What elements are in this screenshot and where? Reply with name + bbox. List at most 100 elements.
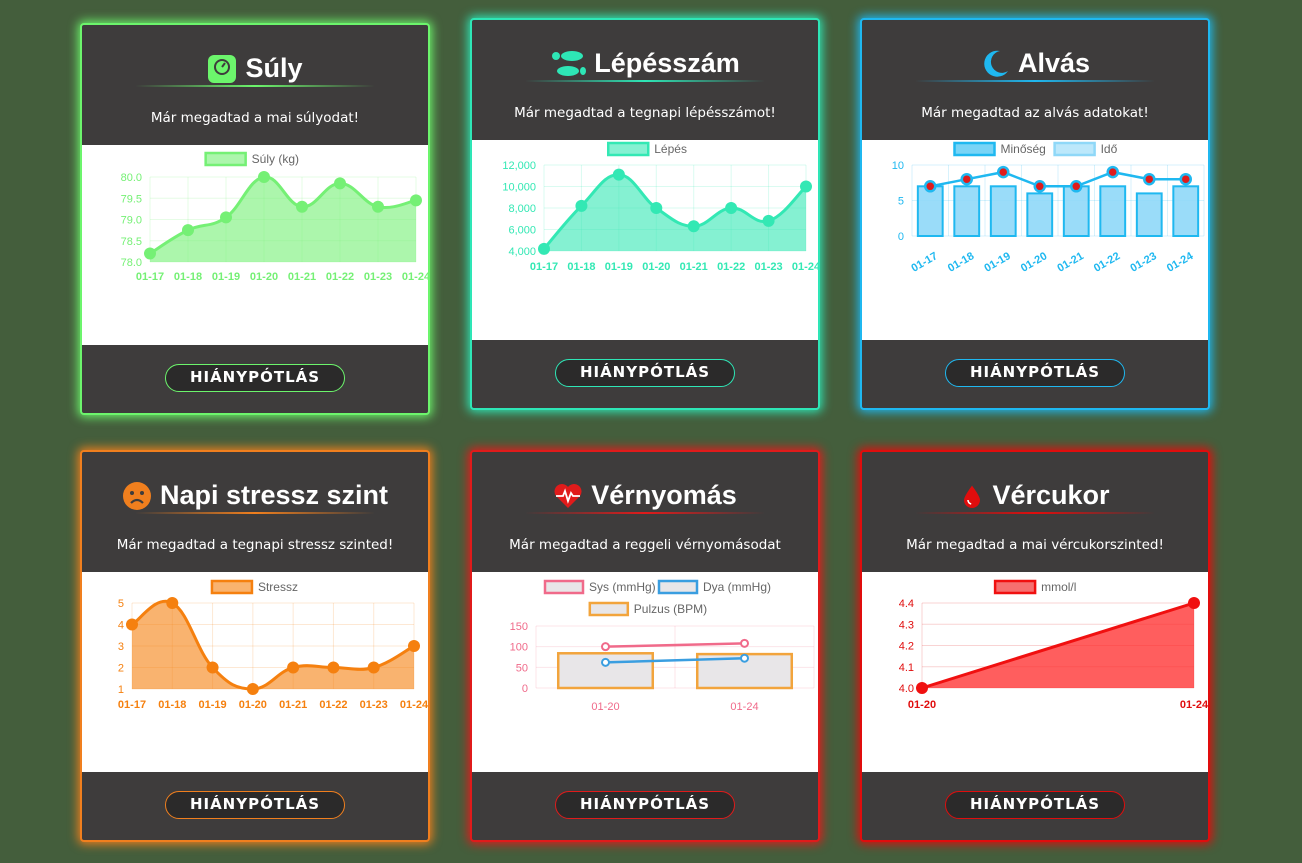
fill-in-button[interactable]: HIÁNYPÓTLÁS: [945, 791, 1125, 819]
y-tick-label: 79.0: [121, 215, 142, 227]
legend-swatch: [993, 579, 1037, 595]
title-underline: [525, 80, 765, 82]
sleep-chart-svg: 10 5 0 01-17 01-18 01-19 01-20 01-21 01-22 01-23 0…: [892, 141, 1205, 275]
card-footer: HIÁNYPÓTLÁS: [862, 772, 1208, 840]
x-tick-label: 01-20: [591, 701, 619, 713]
weight-chart-svg: 80.0 79.5 79.0 78.5 78.0 01-17 01-18 01-19 01-20…: [121, 151, 428, 283]
x-tick-label: 01-23: [364, 271, 392, 283]
x-tick-label: 01-17: [136, 271, 164, 283]
data-point: [258, 171, 270, 183]
bar-id-: [916, 185, 944, 237]
y-tick-label: 78.0: [121, 257, 142, 269]
y-tick-label: 150: [510, 621, 528, 633]
data-point: [367, 661, 380, 674]
sad-face-icon: [122, 481, 151, 510]
data-point: [372, 200, 384, 213]
status-message: Már megadtad a tegnapi lépésszámot!: [514, 105, 776, 121]
data-point: [800, 180, 812, 193]
y-tick-label: 4.0: [899, 683, 914, 695]
bloodpressure-card: Vérnyomás Már megadtad a reggeli vérnyom…: [470, 450, 820, 842]
x-tick-label: 01-22: [319, 699, 347, 711]
data-point: [1179, 172, 1192, 186]
bloodsugar-card: Vércukor Már megadtad a mai vércukorszin…: [860, 450, 1210, 842]
card-title: Súly: [245, 53, 303, 83]
legend-swatch: [657, 579, 699, 595]
legend-swatch: [1053, 141, 1096, 157]
legend-label: Sys (mmHg): [589, 580, 656, 594]
data-point: [1106, 165, 1119, 179]
steps-card: Lépésszám Már megadtad a tegnapi lépéssz…: [470, 18, 820, 410]
legend-swatch: [607, 141, 650, 157]
status-message: Már megadtad a mai súlyodat!: [150, 110, 360, 126]
y-tick-label: 79.5: [121, 193, 142, 205]
data-point: [1070, 180, 1083, 193]
series-line: [921, 601, 1195, 690]
area-fill: [150, 176, 416, 262]
title-underline: [525, 512, 765, 514]
y-tick-label: 5: [898, 196, 904, 208]
data-point: [924, 180, 937, 193]
x-tick-label: 01-19: [212, 271, 240, 283]
fill-in-button[interactable]: HIÁNYPÓTLÁS: [555, 791, 735, 819]
card-footer: HIÁNYPÓTLÁS: [472, 772, 818, 840]
y-tick-label: 0: [898, 231, 904, 243]
x-tick-label: 01-21: [279, 699, 307, 711]
fill-in-button[interactable]: HIÁNYPÓTLÁS: [165, 364, 345, 392]
legend-label: Idő: [1101, 142, 1118, 156]
legend-label: Lépés: [654, 142, 687, 156]
bar-id-: [1099, 185, 1127, 237]
fill-in-button[interactable]: HIÁNYPÓTLÁS: [555, 359, 735, 387]
data-point: [182, 224, 194, 237]
x-tick-label: 01-18: [158, 699, 186, 711]
y-tick-label: 1: [118, 684, 124, 696]
x-tick-label: 01-19: [199, 699, 227, 711]
x-tick-label: 01-24: [1165, 250, 1196, 275]
bar-id-: [1135, 192, 1163, 237]
x-tick-label: 01-20: [250, 271, 278, 283]
x-tick-label: 01-23: [755, 261, 783, 273]
card-footer: HIÁNYPÓTLÁS: [472, 340, 818, 408]
x-tick-label: 01-24: [1180, 699, 1209, 711]
weight-chart: 80.0 79.5 79.0 78.5 78.0 01-17 01-18 01-19 01-20…: [82, 145, 428, 345]
data-point: [327, 661, 340, 674]
data-point: [725, 202, 738, 214]
weight-card: Súly Már megadtad a mai súlyodat! 80.0 79…: [80, 23, 430, 415]
bar-id-: [1172, 185, 1200, 237]
area-fill: [544, 174, 806, 251]
series-line: [605, 642, 745, 648]
data-point: [334, 177, 346, 190]
blood-drop-icon: [964, 485, 981, 508]
y-tick-label: 10,000: [502, 182, 536, 194]
card-title: Lépésszám: [594, 48, 740, 78]
card-title: Alvás: [1017, 48, 1091, 78]
bloodsugar-chart: 4.4 4.3 4.2 4.1 4.0 01-20 01-24 mmol/l: [862, 572, 1208, 772]
legend-label: Minőség: [1001, 142, 1046, 156]
card-title: Vércukor: [992, 480, 1110, 510]
x-tick-label: 01-18: [174, 271, 202, 283]
steps-chart-svg: 12,000 10,000 8,000 6,000 4,000 01-17 01-18 01-…: [502, 141, 820, 273]
fill-in-button[interactable]: HIÁNYPÓTLÁS: [165, 791, 345, 819]
x-tick-label: 01-24: [792, 261, 820, 273]
data-point: [410, 194, 422, 207]
card-header: Alvás Már megadtad az alvás adatokat!: [862, 20, 1208, 140]
y-tick-label: 8,000: [508, 203, 536, 215]
x-tick-label: 01-23: [360, 699, 388, 711]
legend-label: Pulzus (BPM): [634, 602, 707, 616]
data-point: [762, 214, 775, 227]
status-message: Már megadtad a reggeli vérnyomásodat: [509, 537, 781, 553]
x-tick-label: 01-22: [717, 261, 745, 273]
data-point: [916, 682, 928, 694]
sleep-chart: 10 5 0 01-17 01-18 01-19 01-20 01-21 01-22 01-23 0…: [862, 140, 1208, 340]
legend-label: Súly (kg): [252, 152, 299, 166]
legend-label: Dya (mmHg): [703, 580, 771, 594]
title-underline: [135, 512, 375, 514]
data-point: [1033, 180, 1046, 193]
y-tick-label: 3: [118, 641, 124, 653]
data-point: [206, 661, 219, 674]
x-tick-label: 01-22: [1092, 250, 1122, 274]
y-tick-label: 6,000: [508, 225, 536, 237]
data-point: [650, 202, 663, 214]
data-point: [601, 657, 610, 667]
fill-in-button[interactable]: HIÁNYPÓTLÁS: [945, 359, 1125, 387]
x-tick-label: 01-20: [642, 261, 670, 273]
